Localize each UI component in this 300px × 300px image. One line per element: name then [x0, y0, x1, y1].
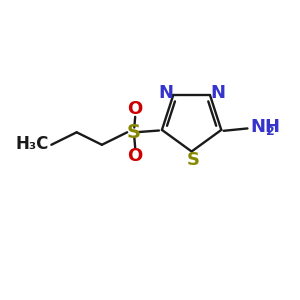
- Text: H₃C: H₃C: [15, 136, 48, 154]
- Text: N: N: [210, 84, 225, 102]
- Text: S: S: [187, 151, 200, 169]
- Text: NH: NH: [250, 118, 280, 136]
- Text: O: O: [128, 100, 143, 118]
- Text: N: N: [158, 84, 173, 102]
- Text: 2: 2: [266, 125, 275, 138]
- Text: S: S: [127, 123, 141, 142]
- Text: O: O: [128, 147, 143, 165]
